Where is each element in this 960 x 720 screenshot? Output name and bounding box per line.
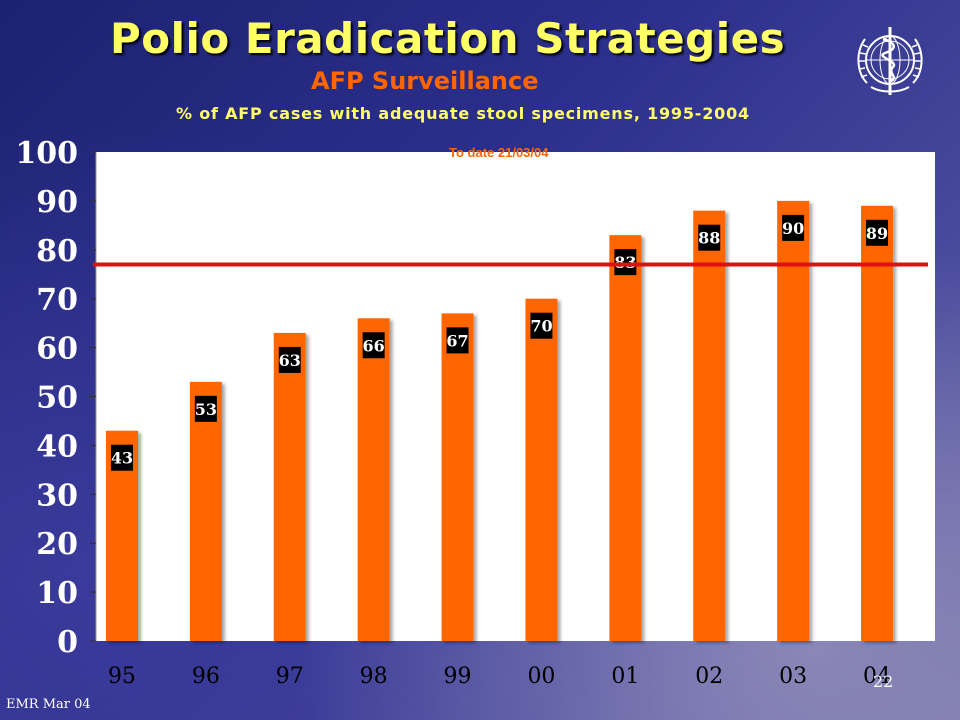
x-tick-label: 98 xyxy=(360,664,388,689)
x-tick-label: 99 xyxy=(444,664,472,689)
data-label: 43 xyxy=(111,449,133,468)
data-label: 89 xyxy=(866,224,888,243)
data-label: 88 xyxy=(698,229,720,248)
data-label-box xyxy=(530,312,553,339)
x-tick-label: 95 xyxy=(108,664,136,689)
x-tick-label: 04 xyxy=(863,664,891,689)
bar xyxy=(357,318,390,641)
y-tick-label: 100 xyxy=(15,136,78,171)
data-label-box xyxy=(614,249,637,276)
bar xyxy=(609,235,642,641)
page-number: 22 xyxy=(873,672,894,691)
y-tick-label: 90 xyxy=(36,185,78,220)
data-label-box xyxy=(194,395,217,422)
y-tick-label: 0 xyxy=(57,625,78,660)
who-emblem-icon xyxy=(857,27,923,95)
bar xyxy=(777,200,810,641)
slide-title: Polio Eradication Strategies xyxy=(110,14,786,63)
bars: 43536366677083889089 xyxy=(105,200,894,642)
data-label: 63 xyxy=(279,351,301,370)
x-tick-label: 02 xyxy=(695,664,723,689)
chart-annotation: To date 21/03/04 xyxy=(449,145,549,160)
footer-text: EMR Mar 04 xyxy=(6,697,91,712)
data-label: 66 xyxy=(363,336,385,355)
data-label-box xyxy=(362,332,385,359)
y-tick-label: 50 xyxy=(36,381,78,416)
data-label: 53 xyxy=(195,400,217,419)
chart-title: % of AFP cases with adequate stool speci… xyxy=(176,104,750,123)
data-label-box xyxy=(446,327,469,354)
data-label-box xyxy=(110,444,133,471)
y-axis: 0 10 20 30 40 50 60 70 80 90 100 xyxy=(15,136,97,660)
y-tick-label: 70 xyxy=(36,283,78,318)
bar xyxy=(273,332,306,641)
y-tick-label: 10 xyxy=(36,576,78,611)
y-tick-label: 40 xyxy=(36,429,78,464)
data-label: 90 xyxy=(782,219,804,238)
data-label-box xyxy=(866,219,889,246)
y-tick-label: 20 xyxy=(36,527,78,562)
x-tick-label: 00 xyxy=(527,664,555,689)
bar xyxy=(189,381,222,641)
x-tick-label: 97 xyxy=(276,664,304,689)
data-label-box xyxy=(782,214,805,241)
bar xyxy=(693,210,726,641)
data-label: 70 xyxy=(530,317,552,336)
x-tick-label: 96 xyxy=(192,664,220,689)
data-label-box xyxy=(278,346,301,373)
data-label: 67 xyxy=(446,331,468,350)
y-tick-label: 30 xyxy=(36,478,78,513)
data-label-box xyxy=(698,224,721,251)
x-tick-label: 03 xyxy=(779,664,807,689)
bar xyxy=(441,313,474,641)
x-axis: 95 96 97 98 99 00 01 02 03 04 xyxy=(108,664,891,689)
y-tick-label: 60 xyxy=(36,332,78,367)
bar xyxy=(525,298,558,641)
bar xyxy=(861,205,894,642)
x-tick-label: 01 xyxy=(611,664,639,689)
slide-subtitle: AFP Surveillance xyxy=(311,67,539,95)
y-tick-label: 80 xyxy=(36,234,78,269)
